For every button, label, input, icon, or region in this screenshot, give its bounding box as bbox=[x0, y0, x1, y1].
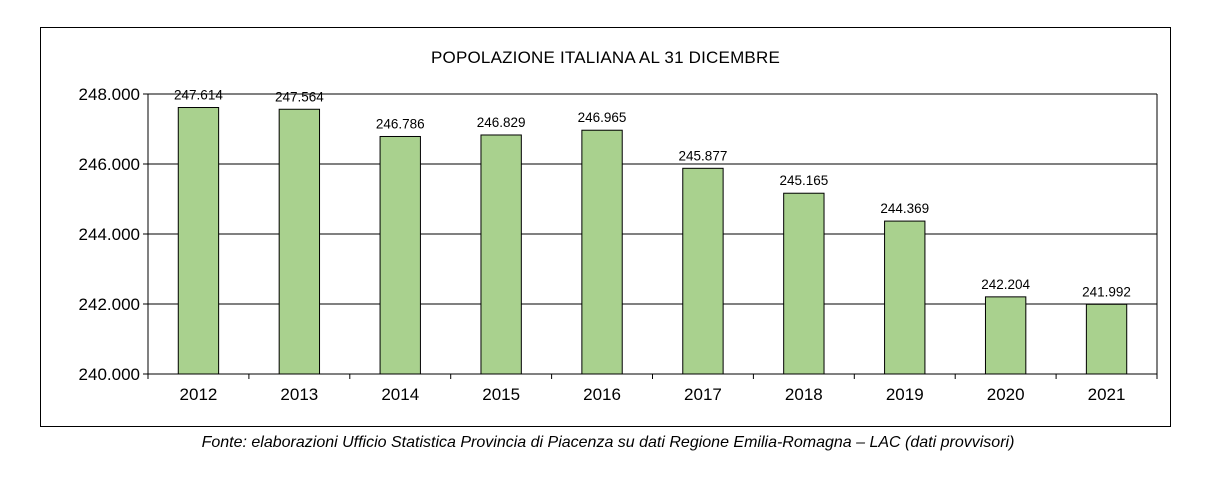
data-label-2015: 246.829 bbox=[477, 115, 526, 130]
y-tick-label: 248.000 bbox=[79, 85, 140, 104]
data-label-2018: 245.165 bbox=[779, 173, 828, 188]
data-label-2014: 246.786 bbox=[376, 116, 425, 131]
y-tick-label: 244.000 bbox=[79, 225, 140, 244]
chart-frame: POPOLAZIONE ITALIANA AL 31 DICEMBRE 240.… bbox=[40, 27, 1171, 427]
bar-2021 bbox=[1085, 303, 1128, 375]
y-tick-label: 240.000 bbox=[79, 365, 140, 384]
x-tick-label-2017: 2017 bbox=[684, 385, 722, 404]
y-tick-label: 242.000 bbox=[79, 295, 140, 314]
x-tick-label-2014: 2014 bbox=[381, 385, 419, 404]
bar-2014 bbox=[379, 135, 421, 375]
bar-2019 bbox=[884, 220, 926, 375]
x-tick-label-2016: 2016 bbox=[583, 385, 621, 404]
data-label-2021: 241.992 bbox=[1082, 284, 1131, 299]
x-tick-label-2021: 2021 bbox=[1088, 385, 1126, 404]
chart-title: POPOLAZIONE ITALIANA AL 31 DICEMBRE bbox=[430, 48, 780, 67]
data-label-2019: 244.369 bbox=[880, 201, 929, 216]
data-label-2020: 242.204 bbox=[981, 277, 1030, 292]
data-label-2017: 245.877 bbox=[679, 148, 728, 163]
data-label-2012: 247.614 bbox=[174, 88, 223, 103]
bar-2013 bbox=[278, 108, 321, 375]
bar-2016 bbox=[581, 129, 623, 375]
x-tick-label-2013: 2013 bbox=[280, 385, 318, 404]
bar-2017 bbox=[682, 167, 724, 375]
bar-2018 bbox=[783, 192, 825, 375]
x-tick-label-2012: 2012 bbox=[180, 385, 218, 404]
x-tick-label-2020: 2020 bbox=[987, 385, 1025, 404]
data-label-2016: 246.965 bbox=[578, 110, 627, 125]
bar-2015 bbox=[480, 134, 522, 375]
y-tick-label: 246.000 bbox=[79, 155, 140, 174]
bar-2012 bbox=[177, 107, 220, 375]
bar-2020 bbox=[984, 296, 1027, 375]
data-label-2013: 247.564 bbox=[275, 89, 324, 104]
x-tick-label-2018: 2018 bbox=[785, 385, 823, 404]
bar-chart: 240.000 242.000 244.000 246.000 248.000 247.6… bbox=[79, 85, 1158, 404]
x-tick-label-2019: 2019 bbox=[886, 385, 924, 404]
source-caption: Fonte: elaborazioni Ufficio Statistica P… bbox=[201, 434, 1015, 451]
x-tick-label-2015: 2015 bbox=[482, 385, 520, 404]
